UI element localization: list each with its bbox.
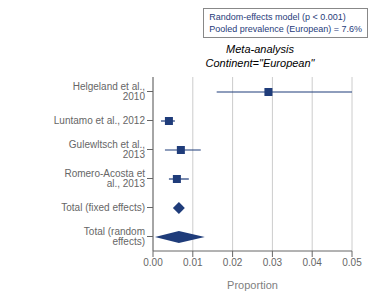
svg-text:0.00: 0.00 xyxy=(143,257,163,268)
svg-text:0.03: 0.03 xyxy=(263,257,283,268)
svg-text:Romero-Acosta etal., 2013: Romero-Acosta etal., 2013 xyxy=(64,168,145,189)
html-text:Continent="European": Continent="European" xyxy=(205,57,315,69)
html-text:Random-effects model (p < 0.00: Random-effects model (p < 0.001) Pooled … xyxy=(209,12,362,34)
svg-text:Luntamo et al., 2012: Luntamo et al., 2012 xyxy=(54,115,146,126)
svg-text:0.01: 0.01 xyxy=(183,257,203,268)
svg-text:0.04: 0.04 xyxy=(302,257,322,268)
svg-text:0.02: 0.02 xyxy=(223,257,243,268)
svg-text:0.05: 0.05 xyxy=(342,257,362,268)
html-text:Meta-analysis: Meta-analysis xyxy=(226,43,294,55)
svg-text:Proportion: Proportion xyxy=(227,279,278,291)
svg-text:Gulewltsch et al.,2013: Gulewltsch et al.,2013 xyxy=(69,139,146,160)
svg-text:Total (fixed effects): Total (fixed effects) xyxy=(61,202,145,213)
svg-text:Helgeland et al.,2010: Helgeland et al.,2010 xyxy=(73,81,146,102)
svg-text:Total (randomeffects): Total (randomeffects) xyxy=(84,226,145,247)
